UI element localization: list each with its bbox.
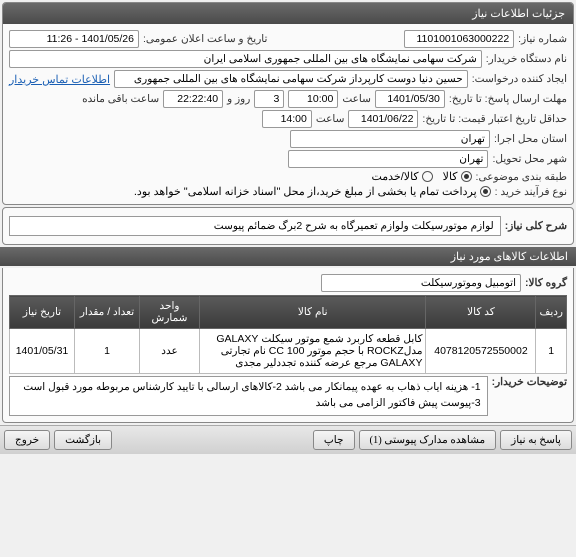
remaining-days: 3 [254,90,284,108]
th-code: کد کالا [426,296,536,329]
proc-label: نوع فرآیند خرید : [495,186,567,198]
footer-bar: پاسخ به نیاز مشاهده مدارک پیوستی (1) چاپ… [0,425,576,454]
desc-text: لوازم موتورسیکلت ولوازم تعمیرگاه به شرح … [9,216,501,236]
notes-label: توضیحات خریدار: [492,376,567,388]
remaining-label: ساعت باقی مانده [82,93,159,105]
cell-name: کابل قطعه کاربرد شمع موتور سیکلت GALAXY … [200,329,426,374]
desc-label: شرح کلی نیاز: [505,220,567,232]
valid-date: 1401/06/22 [348,110,418,128]
back-button[interactable]: بازگشت [54,430,112,450]
group-value: اتومبیل وموتورسیکلت [321,274,521,292]
radio-goods-label: کالا [443,170,458,183]
req-no-value: 1101001063000222 [404,30,514,48]
exec-loc-label: استان محل اجرا: [494,133,567,145]
creator-label: ایجاد کننده درخواست: [472,73,567,85]
cell-date: 1401/05/31 [10,329,75,374]
th-unit: واحد شمارش [140,296,200,329]
th-date: تاریخ نیاز [10,296,75,329]
proc-text: پرداخت تمام یا بخشی از مبلغ خرید،از محل … [134,185,477,198]
buyer-value: شرکت سهامی نمایشگاه های بین المللی جمهور… [9,50,482,68]
deadline-date: 1401/05/30 [375,90,445,108]
cat-label: طبقه بندی موضوعی: [476,171,567,183]
table-header-row: ردیف کد کالا نام کالا واحد شمارش تعداد /… [10,296,567,329]
panel-title: جزئیات اطلاعات نیاز [3,3,573,24]
radio-dot-icon [422,171,433,182]
pub-date-value: 1401/05/26 - 11:26 [9,30,139,48]
day-and-label: روز و [227,93,250,105]
th-qty: تعداد / مقدار [75,296,140,329]
buyer-label: نام دستگاه خریدار: [486,53,567,65]
details-panel: جزئیات اطلاعات نیاز شماره نیاز: 11010010… [2,2,574,205]
radio-service-label: کالا/خدمت [371,170,418,183]
radio-service[interactable]: کالا/خدمت [371,170,432,183]
exit-button[interactable]: خروج [4,430,50,450]
contact-link[interactable]: اطلاعات تماس خریدار [9,73,110,86]
deadline-time: 10:00 [288,90,338,108]
cell-unit: عدد [140,329,200,374]
remaining-time: 22:22:40 [163,90,223,108]
category-radio-group: کالا کالا/خدمت [371,170,471,183]
th-name: نام کالا [200,296,426,329]
cell-idx: 1 [536,329,567,374]
deliv-loc-label: شهر محل تحویل: [492,153,567,165]
proc-radio[interactable]: پرداخت تمام یا بخشی از مبلغ خرید،از محل … [134,185,491,198]
time-label-2: ساعت [316,113,345,125]
table-row[interactable]: 1 4078120572550002 کابل قطعه کاربرد شمع … [10,329,567,374]
req-no-label: شماره نیاز: [518,33,567,45]
cell-code: 4078120572550002 [426,329,536,374]
notes-text: 1- هزینه ایاب ذهاب به عهده پیمانکار می ب… [9,376,488,416]
time-label-1: ساعت [342,93,371,105]
valid-label: حداقل تاریخ اعتبار قیمت: تا تاریخ: [422,113,567,125]
print-button[interactable]: چاپ [313,430,355,450]
attachments-button[interactable]: مشاهده مدارک پیوستی (1) [359,430,497,450]
radio-dot-icon [480,186,491,197]
group-label: گروه کالا: [525,277,567,289]
pub-date-label: تاریخ و ساعت اعلان عمومی: [143,33,267,45]
exec-loc-value: تهران [290,130,490,148]
deadline-label: مهلت ارسال پاسخ: تا تاریخ: [449,93,567,105]
radio-goods[interactable]: کالا [443,170,472,183]
cell-qty: 1 [75,329,140,374]
th-idx: ردیف [536,296,567,329]
valid-time: 14:00 [262,110,312,128]
items-table: ردیف کد کالا نام کالا واحد شمارش تعداد /… [9,295,567,374]
items-panel: گروه کالا: اتومبیل وموتورسیکلت ردیف کد ک… [2,268,574,423]
reply-button[interactable]: پاسخ به نیاز [500,430,572,450]
radio-dot-icon [461,171,472,182]
desc-panel: شرح کلی نیاز: لوازم موتورسیکلت ولوازم تع… [2,207,574,245]
deliv-loc-value: تهران [288,150,488,168]
creator-value: حسین دنیا دوست کارپرداز شرکت سهامی نمایش… [114,70,468,88]
items-section-title: اطلاعات کالاهای مورد نیاز [0,247,576,266]
